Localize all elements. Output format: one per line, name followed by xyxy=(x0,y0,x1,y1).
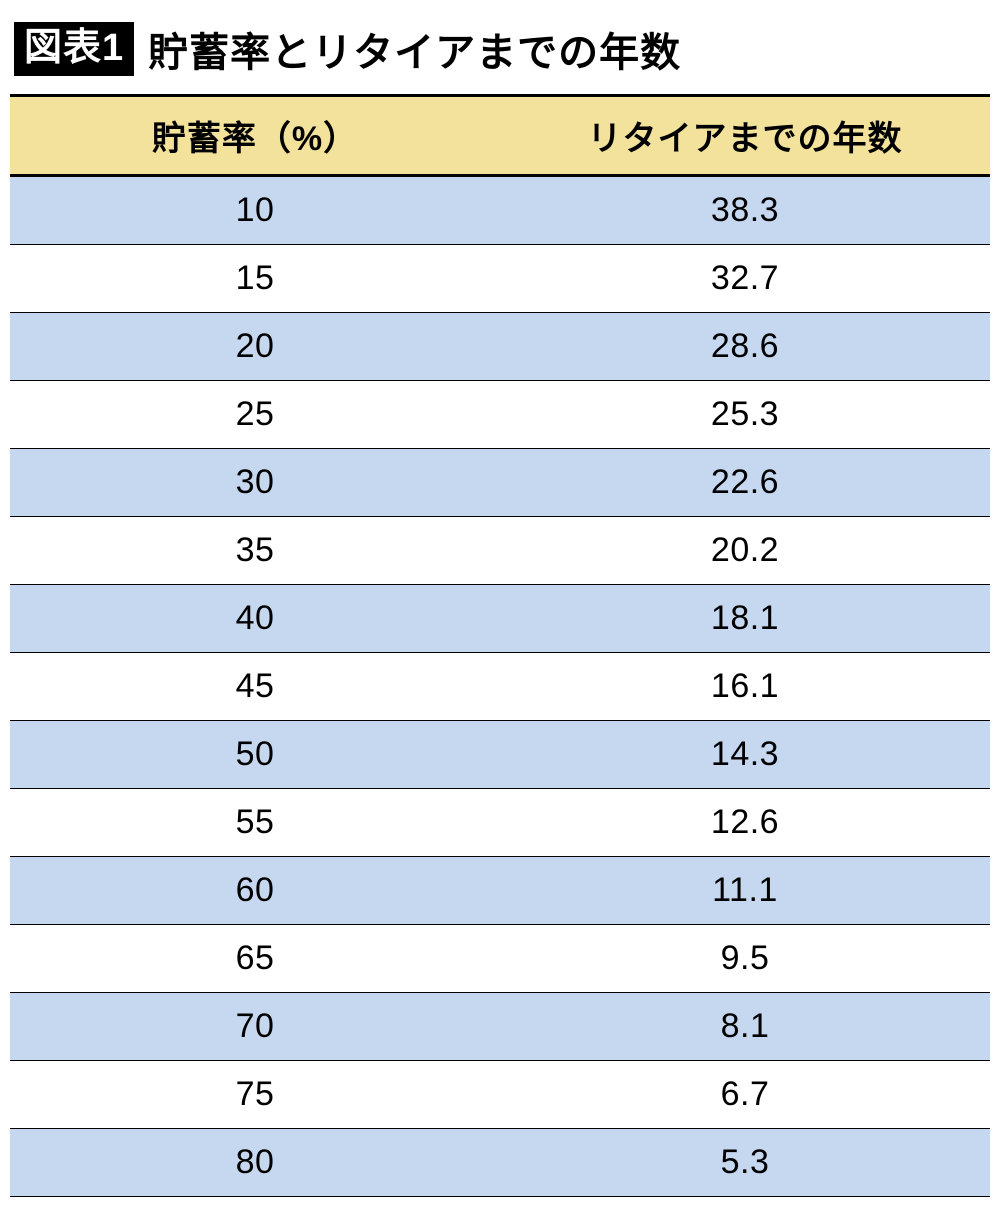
cell-rate: 35 xyxy=(10,517,500,585)
cell-years: 5.3 xyxy=(500,1129,990,1197)
cell-years: 8.1 xyxy=(500,993,990,1061)
table-row: 25 25.3 xyxy=(10,381,990,449)
table-row: 20 28.6 xyxy=(10,313,990,381)
table-body: 10 38.3 15 32.7 20 28.6 25 25.3 30 22.6 … xyxy=(10,176,990,1197)
cell-rate: 50 xyxy=(10,721,500,789)
cell-rate: 10 xyxy=(10,176,500,245)
cell-years: 16.1 xyxy=(500,653,990,721)
table-row: 10 38.3 xyxy=(10,176,990,245)
figure-title: 貯蓄率とリタイアまでの年数 xyxy=(148,20,681,78)
table-row: 60 11.1 xyxy=(10,857,990,925)
table-row: 65 9.5 xyxy=(10,925,990,993)
cell-years: 12.6 xyxy=(500,789,990,857)
table-row: 30 22.6 xyxy=(10,449,990,517)
cell-years: 22.6 xyxy=(500,449,990,517)
cell-years: 20.2 xyxy=(500,517,990,585)
cell-years: 28.6 xyxy=(500,313,990,381)
figure-title-row: 図表1 貯蓄率とリタイアまでの年数 xyxy=(10,20,990,78)
cell-rate: 15 xyxy=(10,245,500,313)
cell-years: 18.1 xyxy=(500,585,990,653)
cell-rate: 65 xyxy=(10,925,500,993)
table-row: 35 20.2 xyxy=(10,517,990,585)
cell-years: 25.3 xyxy=(500,381,990,449)
table-row: 15 32.7 xyxy=(10,245,990,313)
cell-years: 32.7 xyxy=(500,245,990,313)
cell-years: 9.5 xyxy=(500,925,990,993)
cell-rate: 30 xyxy=(10,449,500,517)
table-row: 80 5.3 xyxy=(10,1129,990,1197)
table-row: 50 14.3 xyxy=(10,721,990,789)
table-row: 70 8.1 xyxy=(10,993,990,1061)
cell-rate: 25 xyxy=(10,381,500,449)
cell-rate: 75 xyxy=(10,1061,500,1129)
table-row: 75 6.7 xyxy=(10,1061,990,1129)
cell-years: 14.3 xyxy=(500,721,990,789)
cell-years: 38.3 xyxy=(500,176,990,245)
table-row: 45 16.1 xyxy=(10,653,990,721)
cell-rate: 80 xyxy=(10,1129,500,1197)
cell-rate: 70 xyxy=(10,993,500,1061)
column-header-years: リタイアまでの年数 xyxy=(500,96,990,176)
column-header-rate: 貯蓄率（%） xyxy=(10,96,500,176)
cell-rate: 45 xyxy=(10,653,500,721)
cell-years: 11.1 xyxy=(500,857,990,925)
savings-rate-table: 貯蓄率（%） リタイアまでの年数 10 38.3 15 32.7 20 28.6… xyxy=(10,94,990,1197)
cell-years: 6.7 xyxy=(500,1061,990,1129)
cell-rate: 40 xyxy=(10,585,500,653)
table-row: 55 12.6 xyxy=(10,789,990,857)
table-row: 40 18.1 xyxy=(10,585,990,653)
cell-rate: 60 xyxy=(10,857,500,925)
cell-rate: 55 xyxy=(10,789,500,857)
table-header-row: 貯蓄率（%） リタイアまでの年数 xyxy=(10,96,990,176)
figure-badge: 図表1 xyxy=(14,22,134,76)
cell-rate: 20 xyxy=(10,313,500,381)
